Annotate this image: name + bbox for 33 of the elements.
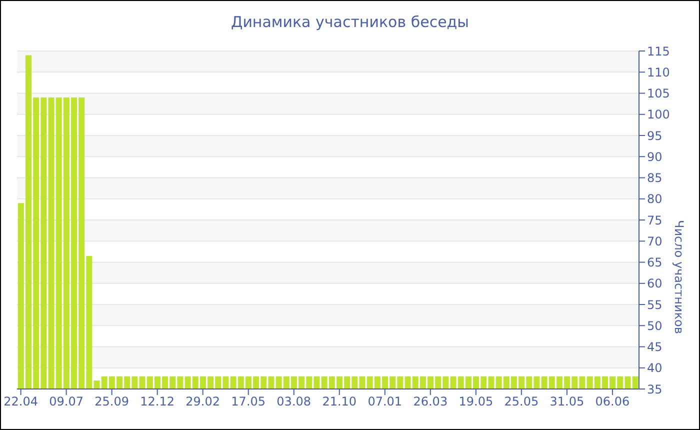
y-tick-label: 35 [647, 382, 662, 396]
x-tick-label: 06.06 [595, 394, 630, 409]
y-tick-label: 60 [647, 276, 662, 291]
y-tick-label: 115 [647, 44, 670, 58]
y-tick-label: 100 [647, 108, 670, 122]
y-tick-label: 95 [647, 128, 662, 143]
x-tick-label: 21.10 [322, 394, 357, 409]
y-tick-label: 40 [647, 361, 662, 376]
y-tick-label: 85 [647, 171, 662, 186]
x-tick-label: 22.04 [4, 394, 38, 409]
x-tick-label: 19.05 [458, 394, 494, 409]
x-tick-label: 09.07 [49, 394, 84, 409]
chart-title: Динамика участников беседы [230, 13, 470, 31]
y-tick-label: 105 [647, 86, 670, 101]
y-tick-label: 45 [647, 340, 662, 354]
y-tick-label: 110 [647, 65, 670, 80]
y-tick-label: 65 [647, 256, 662, 270]
x-tick-label: 31.05 [550, 394, 584, 409]
y-axis-title: Число участников [672, 220, 686, 334]
y-tick-label: 55 [647, 298, 662, 312]
x-tick-label: 12.12 [140, 394, 175, 409]
x-tick-label: 17.05 [231, 394, 266, 409]
y-tick-label: 75 [647, 213, 662, 228]
x-tick-label: 25.09 [94, 394, 129, 409]
x-tick-label: 03.08 [276, 394, 312, 409]
y-tick-label: 80 [647, 192, 662, 206]
y-tick-label: 70 [647, 234, 662, 248]
x-tick-label: 07.01 [368, 394, 402, 409]
x-tick-label: 25.05 [504, 394, 539, 409]
y-tick-label: 50 [647, 318, 662, 333]
x-tick-label: 26.03 [413, 394, 448, 409]
x-tick-label: 29.02 [186, 394, 220, 409]
y-tick-label: 90 [647, 150, 662, 164]
